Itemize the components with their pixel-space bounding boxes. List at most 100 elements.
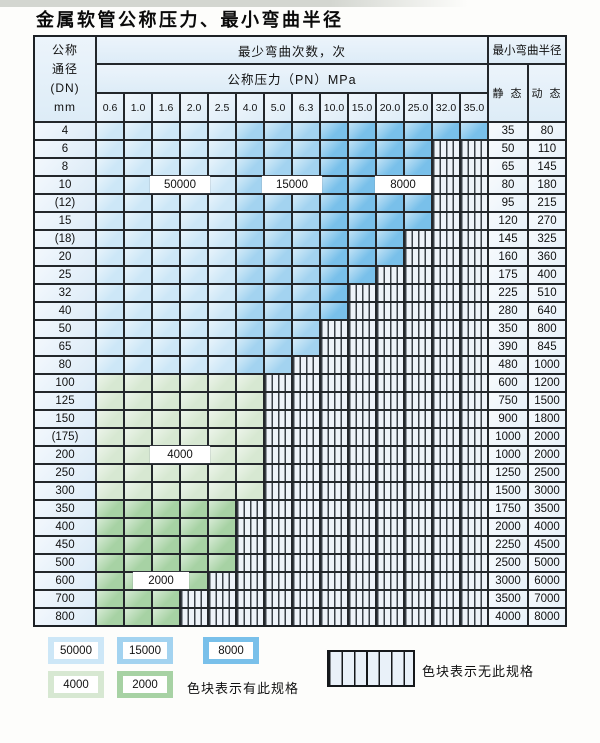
no-spec-cell bbox=[349, 393, 375, 409]
legend-no-spec-text: 色块表示无此规格 bbox=[422, 664, 535, 679]
dynamic-value-cell: 400 bbox=[529, 267, 565, 283]
cycles-count-label: 15000 bbox=[262, 176, 322, 193]
zone-cell-2000 bbox=[153, 501, 179, 517]
no-spec-cell bbox=[265, 555, 291, 571]
zone-cell-50000 bbox=[97, 123, 123, 139]
zone-cell-15000 bbox=[265, 357, 291, 373]
zone-cell-50000 bbox=[209, 267, 235, 283]
dn-cell: 500 bbox=[35, 555, 95, 571]
zone-cell-8000 bbox=[321, 285, 347, 301]
zone-cell-50000 bbox=[181, 231, 207, 247]
no-spec-cell bbox=[377, 285, 403, 301]
zone-cell-15000 bbox=[265, 339, 291, 355]
legend-swatch-label: 50000 bbox=[54, 642, 98, 659]
zone-cell-15000 bbox=[265, 249, 291, 265]
no-spec-cell bbox=[433, 231, 459, 247]
no-spec-cell bbox=[265, 465, 291, 481]
zone-cell-50000 bbox=[125, 159, 151, 175]
no-spec-cell bbox=[265, 375, 291, 391]
zone-cell-2000 bbox=[97, 537, 123, 553]
zone-cell-8000 bbox=[405, 123, 431, 139]
zone-cell-8000 bbox=[349, 213, 375, 229]
zone-cell-8000 bbox=[405, 141, 431, 157]
no-spec-cell bbox=[461, 213, 487, 229]
zone-cell-15000 bbox=[237, 303, 263, 319]
zone-cell-15000 bbox=[293, 285, 319, 301]
no-spec-cell bbox=[377, 537, 403, 553]
zone-cell-50000 bbox=[125, 123, 151, 139]
no-spec-cell bbox=[461, 609, 487, 625]
no-spec-cell bbox=[433, 519, 459, 535]
zone-cell-2000 bbox=[153, 519, 179, 535]
zone-cell-15000 bbox=[293, 303, 319, 319]
zone-cell-8000 bbox=[349, 267, 375, 283]
zone-cell-15000 bbox=[293, 141, 319, 157]
zone-cell-8000 bbox=[321, 249, 347, 265]
no-spec-cell bbox=[461, 591, 487, 607]
zone-cell-50000 bbox=[153, 159, 179, 175]
dynamic-value-cell: 2000 bbox=[529, 429, 565, 445]
zone-cell-4000 bbox=[97, 447, 123, 463]
static-value-cell: 65 bbox=[489, 159, 527, 175]
no-spec-cell bbox=[293, 537, 319, 553]
dn-header-cell: 公称 通径 (DN) mm bbox=[35, 37, 95, 121]
zone-cell-4000 bbox=[97, 465, 123, 481]
zone-cell-2000 bbox=[181, 537, 207, 553]
zone-cell-50000 bbox=[209, 357, 235, 373]
no-spec-cell bbox=[321, 375, 347, 391]
page-title: 金属软管公称压力、最小弯曲半径 bbox=[36, 10, 344, 30]
no-spec-cell bbox=[377, 447, 403, 463]
zone-cell-4000 bbox=[237, 393, 263, 409]
no-spec-cell bbox=[349, 321, 375, 337]
no-spec-cell bbox=[461, 357, 487, 373]
dn-cell: 20 bbox=[35, 249, 95, 265]
no-spec-cell bbox=[461, 141, 487, 157]
zone-cell-50000 bbox=[125, 267, 151, 283]
zone-cell-15000 bbox=[293, 267, 319, 283]
no-spec-cell bbox=[377, 555, 403, 571]
zone-cell-2000 bbox=[153, 537, 179, 553]
no-spec-cell bbox=[433, 609, 459, 625]
zone-cell-4000 bbox=[181, 483, 207, 499]
no-spec-cell bbox=[349, 339, 375, 355]
zone-cell-50000 bbox=[97, 141, 123, 157]
zone-cell-8000 bbox=[349, 249, 375, 265]
zone-cell-15000 bbox=[237, 267, 263, 283]
no-spec-cell bbox=[265, 483, 291, 499]
no-spec-cell bbox=[433, 537, 459, 553]
zone-cell-50000 bbox=[181, 195, 207, 211]
legend-has-spec-text: 色块表示有此规格 bbox=[187, 681, 300, 696]
zone-cell-4000 bbox=[153, 483, 179, 499]
no-spec-cell bbox=[293, 609, 319, 625]
zone-cell-2000 bbox=[97, 573, 123, 589]
pressure-tick: 0.6 bbox=[97, 94, 123, 121]
no-spec-cell bbox=[433, 591, 459, 607]
no-spec-cell bbox=[321, 501, 347, 517]
dynamic-value-cell: 1800 bbox=[529, 411, 565, 427]
scan-edge-strip bbox=[0, 0, 600, 7]
no-spec-cell bbox=[461, 339, 487, 355]
zone-cell-4000 bbox=[209, 483, 235, 499]
dynamic-value-cell: 1500 bbox=[529, 393, 565, 409]
zone-cell-15000 bbox=[293, 321, 319, 337]
zone-cell-4000 bbox=[125, 429, 151, 445]
legend-swatch-label: 8000 bbox=[209, 642, 253, 659]
no-spec-cell bbox=[461, 519, 487, 535]
zone-cell-8000 bbox=[349, 177, 375, 193]
no-spec-cell bbox=[349, 357, 375, 373]
no-spec-cell bbox=[293, 573, 319, 589]
zone-cell-4000 bbox=[181, 465, 207, 481]
no-spec-cell bbox=[293, 483, 319, 499]
dynamic-value-cell: 5000 bbox=[529, 555, 565, 571]
no-spec-cell bbox=[461, 411, 487, 427]
no-spec-cell bbox=[433, 393, 459, 409]
dynamic-value-cell: 6000 bbox=[529, 573, 565, 589]
dn-cell: 40 bbox=[35, 303, 95, 319]
no-spec-cell bbox=[433, 375, 459, 391]
pressure-radius-table: 公称 通径 (DN) mm 最少弯曲次数，次 最小弯曲半径 公称压力（PN）MP… bbox=[33, 35, 567, 627]
zone-cell-2000 bbox=[97, 501, 123, 517]
zone-cell-15000 bbox=[237, 213, 263, 229]
zone-cell-50000 bbox=[97, 321, 123, 337]
zone-cell-15000 bbox=[293, 195, 319, 211]
zone-cell-15000 bbox=[265, 123, 291, 139]
